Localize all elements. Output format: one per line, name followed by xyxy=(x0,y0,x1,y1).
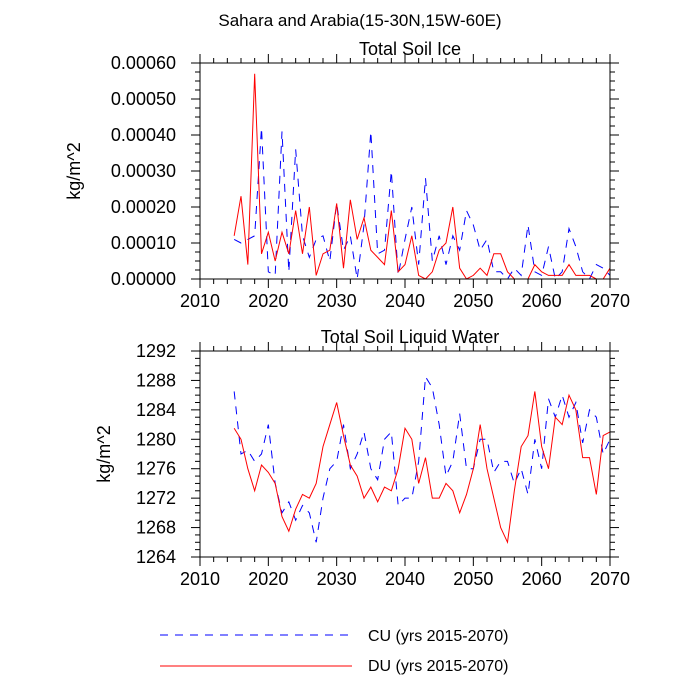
y-tick-label: 0.00050 xyxy=(111,89,176,109)
x-tick-label: 2040 xyxy=(385,291,425,311)
legend-label-cu: CU (yrs 2015-2070) xyxy=(368,628,509,645)
x-tick-label: 2060 xyxy=(522,569,562,589)
x-tick-label: 2010 xyxy=(180,291,220,311)
legend: CU (yrs 2015-2070) DU (yrs 2015-2070) xyxy=(160,628,509,675)
series-line-du xyxy=(233,391,611,545)
series-line-cu xyxy=(233,375,611,543)
x-tick-label: 2050 xyxy=(453,569,493,589)
y-tick-label: 1288 xyxy=(136,370,176,390)
x-tick-label: 2020 xyxy=(248,569,288,589)
y-axis-label: kg/m^2 xyxy=(94,425,114,482)
x-tick-label: 2040 xyxy=(385,569,425,589)
y-tick-label: 1284 xyxy=(136,400,176,420)
x-tick-label: 2030 xyxy=(317,291,357,311)
figure-title: Sahara and Arabia(15-30N,15W-60E) xyxy=(218,11,501,30)
x-tick-label: 2070 xyxy=(590,569,630,589)
x-tick-label: 2030 xyxy=(317,569,357,589)
panel-total-soil-liquid-water: Total Soil Liquid Water kg/m^2 2010 2020 203… xyxy=(94,327,630,589)
y-tick-label: 1292 xyxy=(136,341,176,361)
y-tick-label: 0.00060 xyxy=(111,53,176,73)
y-axis-label: kg/m^2 xyxy=(64,142,84,199)
y-tick-label: 0.00020 xyxy=(111,197,176,217)
panel-title: Total Soil Ice xyxy=(359,39,461,59)
series-line-du xyxy=(233,73,611,280)
y-tick-label: 0.00030 xyxy=(111,161,176,181)
y-tick-label: 1268 xyxy=(136,518,176,538)
y-tick-label: 1272 xyxy=(136,488,176,508)
y-tick-label: 0.00000 xyxy=(111,269,176,289)
y-tick-label: 1264 xyxy=(136,547,176,567)
x-tick-label: 2050 xyxy=(453,291,493,311)
y-tick-label: 1280 xyxy=(136,429,176,449)
x-tick-label: 2060 xyxy=(522,291,562,311)
series-line-cu xyxy=(233,127,611,281)
x-tick-label: 2020 xyxy=(248,291,288,311)
legend-label-du: DU (yrs 2015-2070) xyxy=(368,658,509,675)
y-tick-label: 1276 xyxy=(136,459,176,479)
panel-total-soil-ice: Total Soil Ice kg/m^2 2010 2020 2030 2040 2050… xyxy=(64,39,630,311)
x-tick-label: 2070 xyxy=(590,291,630,311)
y-tick-label: 0.00010 xyxy=(111,233,176,253)
panel-title: Total Soil Liquid Water xyxy=(321,327,499,347)
y-tick-label: 0.00040 xyxy=(111,125,176,145)
x-tick-label: 2010 xyxy=(180,569,220,589)
